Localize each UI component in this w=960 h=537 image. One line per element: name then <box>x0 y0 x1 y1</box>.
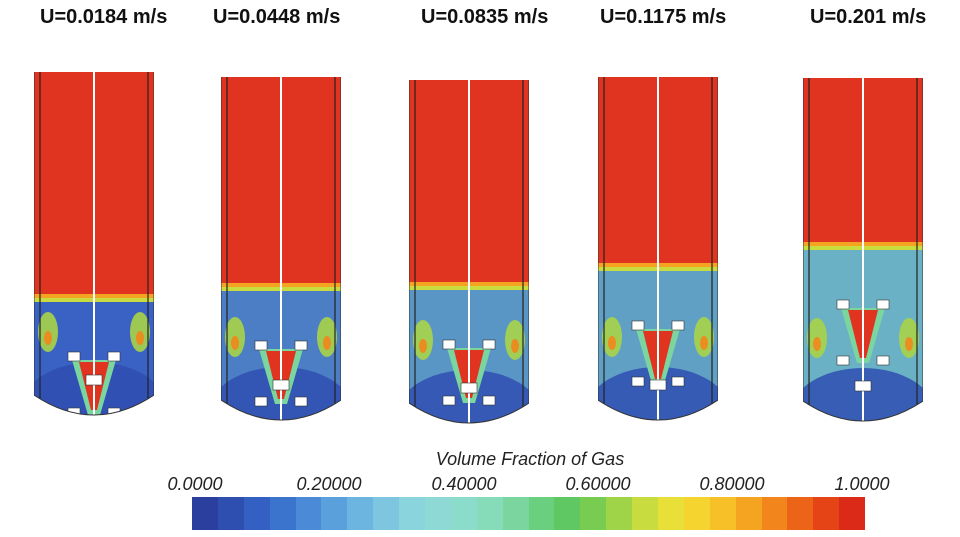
impeller-blade <box>671 320 685 331</box>
vessel-5 <box>803 78 923 422</box>
impeller-blade <box>631 376 645 387</box>
impeller-blade <box>294 340 308 351</box>
side-plume-core <box>511 339 519 353</box>
colorbar-cell <box>839 497 866 530</box>
impeller-blade <box>254 396 268 407</box>
vessel-5-title: U=0.201 m/s <box>810 6 927 28</box>
impeller-blade <box>442 339 456 350</box>
impeller-blade <box>442 395 456 406</box>
colorbar-cell <box>295 497 322 530</box>
vessel-3 <box>409 80 529 424</box>
impeller-blade <box>67 351 81 362</box>
vessel-3-title: U=0.0835 m/s <box>421 6 549 28</box>
sparger <box>460 382 478 394</box>
colorbar-cell <box>813 497 840 530</box>
colorbar-cell <box>347 497 374 530</box>
colorbar-cell <box>554 497 581 530</box>
legend-title: Volume Fraction of Gas <box>435 449 625 469</box>
legend-tick: 0.20000 <box>296 474 362 494</box>
vessel-2 <box>221 77 341 421</box>
vessel-outline <box>803 78 923 422</box>
impeller-blade <box>482 339 496 350</box>
colorbar-cell <box>269 497 296 530</box>
impeller-blade <box>836 299 850 310</box>
impeller-blade <box>254 340 268 351</box>
vessel-2-title: U=0.0448 m/s <box>213 6 341 28</box>
side-plume-core <box>231 336 239 350</box>
side-plume-core <box>813 337 821 351</box>
side-plume-core <box>905 337 913 351</box>
legend-tick: 0.60000 <box>565 474 631 494</box>
side-plume-core <box>700 336 708 350</box>
vessel-outline <box>221 77 341 421</box>
sparger <box>649 379 667 391</box>
colorbar-cell <box>217 497 244 530</box>
colorbar-cell <box>683 497 710 530</box>
colorbar-cell <box>761 497 788 530</box>
colorbar-cell <box>709 497 736 530</box>
impeller-blade <box>876 299 890 310</box>
side-plume-core <box>44 331 52 345</box>
colorbar-cell <box>476 497 503 530</box>
vessel-outline <box>409 80 529 424</box>
colorbar-cell <box>425 497 451 530</box>
legend-tick: 0.0000 <box>167 474 223 494</box>
impeller-blade <box>107 351 121 362</box>
side-plume-core <box>419 339 427 353</box>
impeller-blade <box>631 320 645 331</box>
colorbar-cell <box>787 497 814 530</box>
vessel-1 <box>34 72 154 416</box>
vessel-4 <box>598 77 718 421</box>
sparger <box>85 374 103 386</box>
sparger <box>854 380 872 392</box>
colorbar <box>192 497 866 530</box>
colorbar-cell <box>192 497 218 530</box>
vessel-4-title: U=0.1175 m/s <box>600 6 727 28</box>
impeller-blade <box>294 396 308 407</box>
vessel-1-title: U=0.0184 m/s <box>40 6 168 28</box>
impeller-blade <box>671 376 685 387</box>
legend-tick: 0.40000 <box>431 474 497 494</box>
colorbar-cell <box>399 497 426 530</box>
impeller-blade <box>836 355 850 366</box>
vessel-outline <box>34 72 154 416</box>
colorbar-cell <box>580 497 607 530</box>
colorbar-cell <box>606 497 633 530</box>
colorbar-cell <box>632 497 659 530</box>
sparger <box>272 379 290 391</box>
colorbar-cell <box>243 497 270 530</box>
impeller-blade <box>482 395 496 406</box>
colorbar-cell <box>528 497 555 530</box>
colorbar-cell <box>450 497 477 530</box>
colorbar-cell <box>321 497 348 530</box>
colorbar-cell <box>735 497 762 530</box>
legend-tick: 0.80000 <box>699 474 765 494</box>
vessel-outline <box>598 77 718 421</box>
legend-tick: 1.0000 <box>834 474 890 494</box>
colorbar-cell <box>373 497 400 530</box>
side-plume-core <box>608 336 616 350</box>
colorbar-cell <box>502 497 529 530</box>
colorbar-cell <box>658 497 684 530</box>
impeller-blade <box>876 355 890 366</box>
side-plume-core <box>323 336 331 350</box>
side-plume-core <box>136 331 144 345</box>
